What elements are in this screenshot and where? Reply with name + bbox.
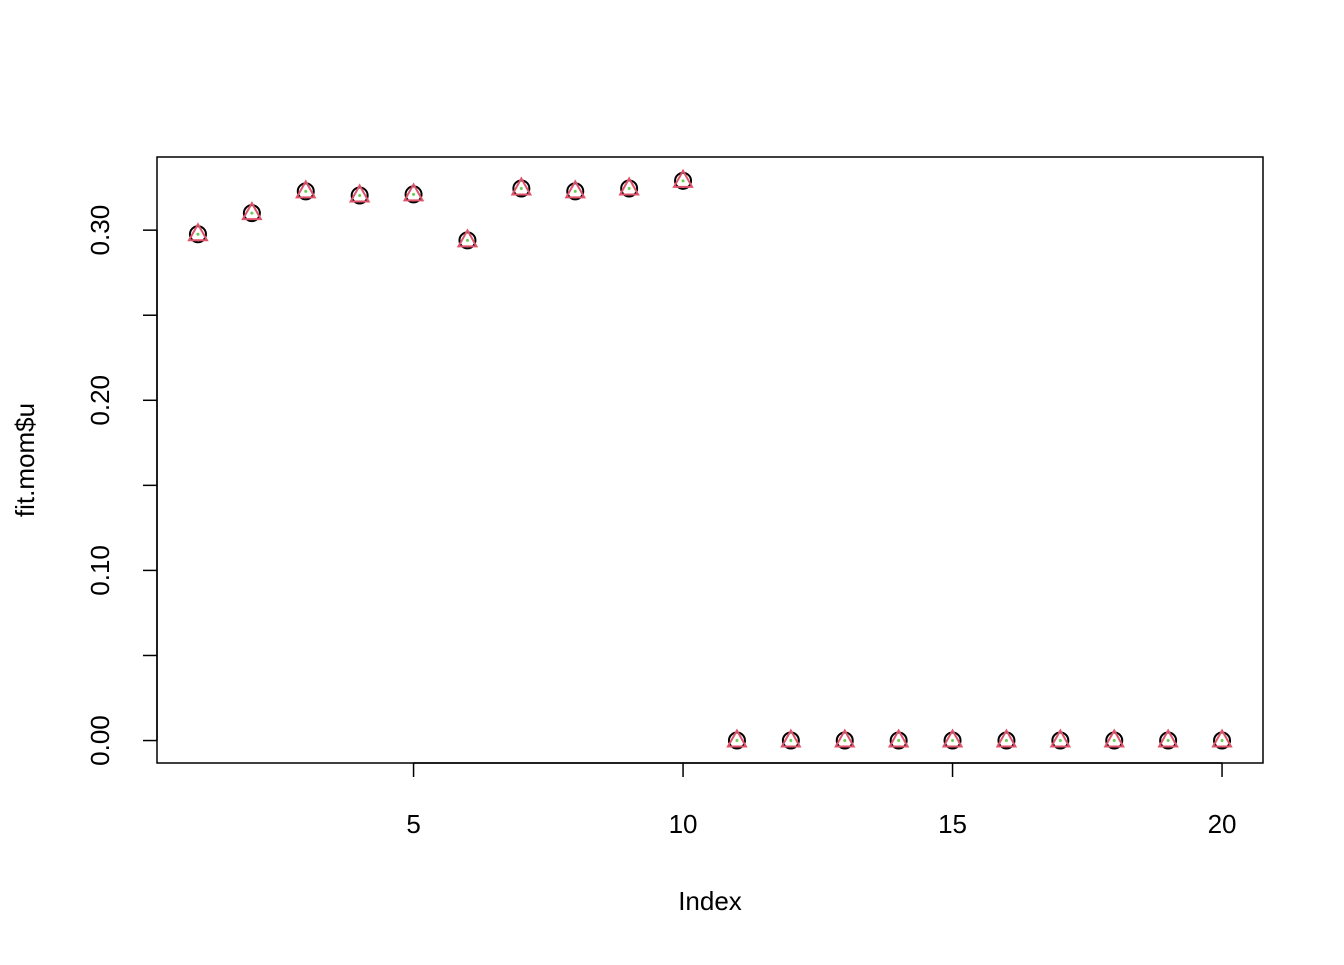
point <box>358 193 362 197</box>
x-tick-label: 15 <box>938 809 967 839</box>
point <box>1166 739 1170 743</box>
point <box>1103 728 1125 748</box>
point <box>456 228 479 248</box>
y-tick-label: 0.30 <box>85 205 115 256</box>
point <box>627 186 631 190</box>
point <box>304 189 308 193</box>
point <box>780 728 802 748</box>
point <box>1157 728 1179 748</box>
point <box>519 186 523 190</box>
x-tick-label: 10 <box>669 809 698 839</box>
plot-frame <box>156 156 1264 764</box>
point <box>834 728 856 748</box>
point <box>1004 739 1008 743</box>
point <box>618 176 640 196</box>
point <box>1211 728 1233 748</box>
point <box>510 176 533 196</box>
y-axis-label: fit.mom$u <box>10 403 40 517</box>
point <box>402 182 425 202</box>
point <box>1112 739 1116 743</box>
point <box>735 739 739 743</box>
point <box>573 189 577 193</box>
x-axis-label: Index <box>678 886 742 916</box>
point <box>789 739 793 743</box>
point <box>897 739 901 743</box>
point <box>951 739 955 743</box>
point <box>187 222 209 242</box>
point <box>348 183 371 203</box>
point <box>1220 739 1224 743</box>
point <box>941 728 964 748</box>
point <box>726 728 748 748</box>
point <box>887 728 910 748</box>
point <box>995 728 1018 748</box>
point <box>843 739 847 743</box>
point <box>1058 739 1062 743</box>
point <box>681 179 685 183</box>
y-tick-label: 0.10 <box>85 545 115 596</box>
point <box>672 168 694 188</box>
point <box>1049 728 1072 748</box>
point <box>250 211 254 215</box>
x-tick-label: 5 <box>406 809 420 839</box>
point <box>465 238 469 242</box>
point <box>241 201 263 221</box>
point <box>295 179 317 199</box>
point <box>564 179 586 199</box>
point <box>196 232 200 236</box>
x-tick-label: 20 <box>1208 809 1237 839</box>
point <box>412 192 416 196</box>
y-tick-label: 0.00 <box>85 715 115 766</box>
y-tick-label: 0.20 <box>85 375 115 426</box>
